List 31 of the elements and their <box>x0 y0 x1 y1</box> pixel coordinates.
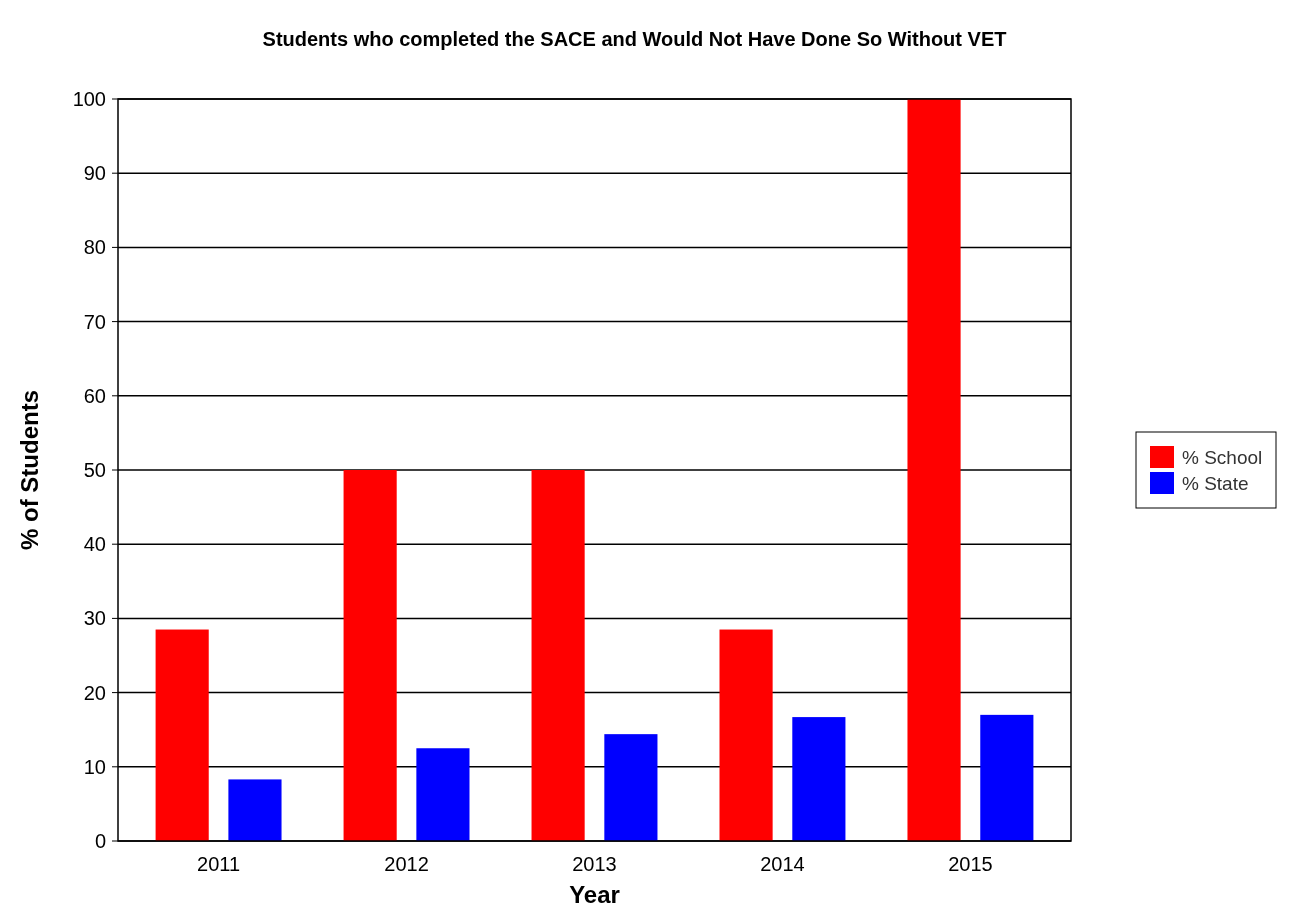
y-tick-label: 40 <box>83 533 106 556</box>
bar <box>980 714 1034 841</box>
y-tick-label: 80 <box>83 236 106 259</box>
bar <box>155 629 209 841</box>
x-tick-label: 2015 <box>948 853 993 875</box>
x-tick-label: 2012 <box>384 853 429 875</box>
y-tick-label: 20 <box>83 681 106 704</box>
x-tick-label: 2011 <box>197 853 241 875</box>
x-tick-label: 2014 <box>760 853 805 875</box>
y-tick-label: 10 <box>83 755 106 778</box>
bar <box>907 99 961 841</box>
bar <box>792 717 846 841</box>
chart-title: Students who completed the SACE and Would Not Have Done So Without VET <box>262 28 1007 50</box>
x-axis-title: Year <box>569 881 620 908</box>
bar <box>719 629 773 841</box>
y-tick-label: 50 <box>83 459 106 481</box>
y-tick-label: 70 <box>83 310 106 333</box>
y-axis-title: % of Students <box>16 390 43 550</box>
bar <box>531 470 585 841</box>
y-tick-label: 30 <box>83 607 106 630</box>
legend-label: % State <box>1182 472 1249 494</box>
y-tick-label: 60 <box>83 384 106 407</box>
bar <box>416 748 470 841</box>
legend-label: % School <box>1182 446 1263 468</box>
bar <box>604 734 658 841</box>
bar <box>228 779 282 841</box>
y-tick-label: 100 <box>72 88 106 110</box>
y-tick-label: 0 <box>94 830 106 852</box>
y-tick-label: 90 <box>83 162 106 185</box>
x-tick-label: 2013 <box>572 853 617 875</box>
bar <box>343 470 397 841</box>
